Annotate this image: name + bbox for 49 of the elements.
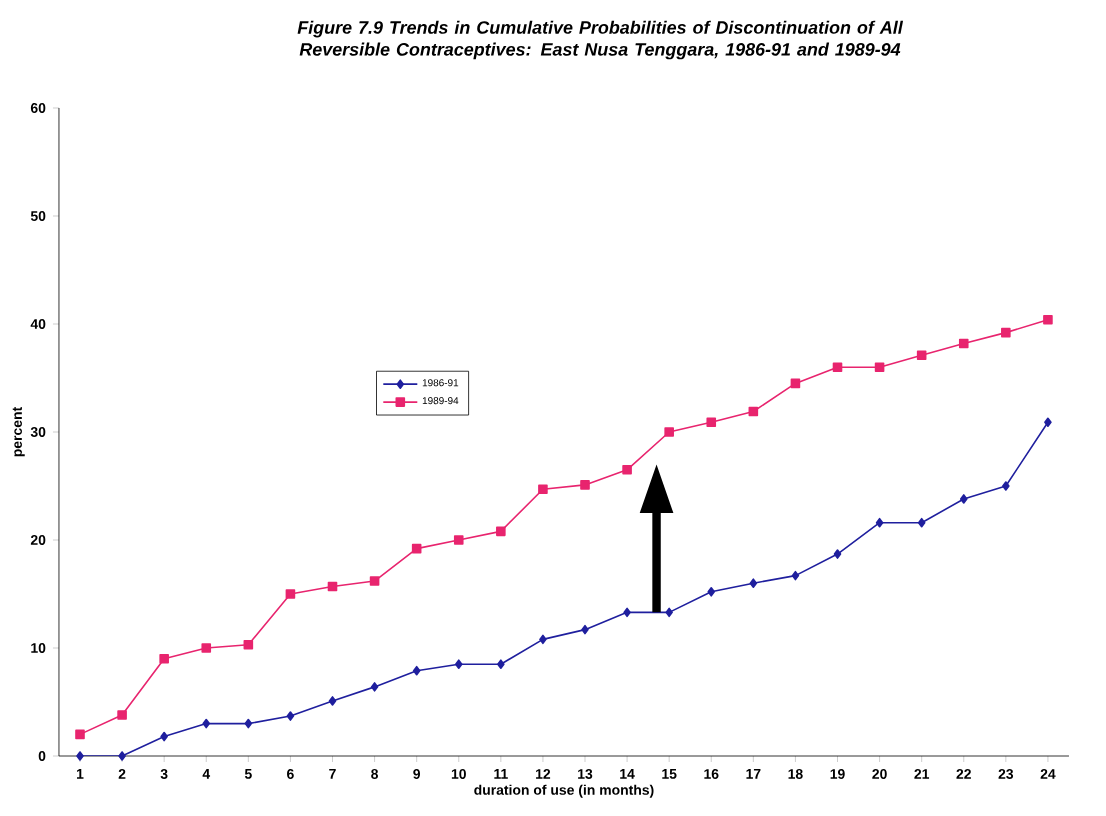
point [623, 607, 631, 618]
point [580, 480, 590, 490]
point [875, 517, 884, 528]
point [958, 338, 969, 349]
point [1043, 314, 1053, 325]
point [243, 639, 254, 650]
point [369, 576, 380, 586]
point [76, 751, 84, 761]
point [497, 659, 505, 669]
point [874, 362, 885, 372]
point [75, 729, 85, 740]
point [832, 362, 843, 372]
point [539, 634, 547, 645]
chart-title: Figure 7.9 Trends in Cumulative Probabilities of Discontinuation of All Reversible Contraceptives: East Nusa Tenggara, 1986-91 and 1989-94 [297, 20, 904, 60]
point [581, 624, 589, 635]
point [201, 643, 212, 653]
point [244, 718, 253, 729]
point [496, 526, 506, 537]
point [286, 711, 295, 721]
point [790, 378, 801, 389]
point [665, 607, 673, 618]
point [916, 350, 927, 361]
point [159, 654, 169, 664]
point [202, 718, 211, 729]
point [791, 570, 800, 581]
point [664, 427, 674, 437]
point [707, 587, 716, 597]
point [833, 549, 842, 559]
point [285, 589, 296, 599]
point [1044, 417, 1052, 428]
point [454, 659, 463, 669]
point [749, 578, 758, 588]
point [917, 517, 926, 528]
point [453, 535, 464, 545]
point [118, 751, 126, 761]
point [1001, 327, 1011, 338]
point [160, 731, 168, 742]
point [117, 710, 127, 720]
point [328, 696, 337, 706]
point [706, 417, 717, 428]
point [959, 494, 968, 504]
point [327, 581, 338, 592]
point [1002, 481, 1010, 491]
point [370, 682, 379, 692]
point [622, 465, 632, 475]
point [538, 484, 548, 495]
point [412, 665, 421, 676]
point [748, 406, 759, 417]
point [411, 543, 422, 554]
